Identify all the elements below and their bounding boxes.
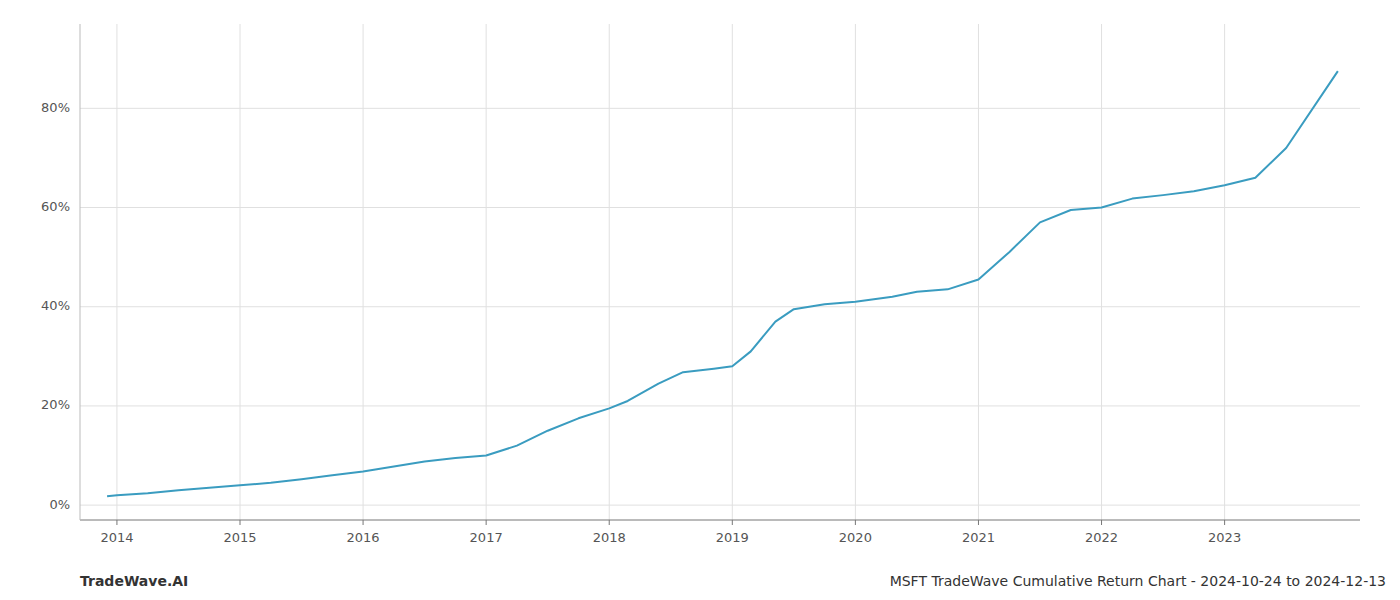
x-tick [1224, 520, 1225, 525]
watermark: TradeWave.AI [80, 573, 188, 589]
x-tick [363, 520, 364, 525]
x-tick [855, 520, 856, 525]
y-grid-line [80, 505, 1360, 506]
y-axis-line [80, 24, 81, 520]
title: MSFT TradeWave Cumulative Return Chart -… [890, 573, 1386, 589]
x-tick [732, 520, 733, 525]
x-tick [240, 520, 241, 525]
x-grid-line [1224, 24, 1225, 520]
x-tick-label: 2022 [1085, 530, 1118, 545]
x-tick [116, 520, 117, 525]
y-grid-line [80, 405, 1360, 406]
x-tick-label: 2021 [962, 530, 995, 545]
y-tick-label: 60% [41, 199, 70, 214]
x-tick-label: 2018 [593, 530, 626, 545]
y-grid-line [80, 306, 1360, 307]
axes: 0% 20% 40% 60% 80% 2014 2015 2016 2017 2018 2019 20… [41, 24, 1360, 545]
x-axis-line [80, 520, 1360, 521]
y-tick-label: 80% [41, 100, 70, 115]
x-tick-label: 2015 [223, 530, 256, 545]
y-tick-label: 40% [41, 298, 70, 313]
x-tick-label: 2017 [470, 530, 503, 545]
x-grid-line [855, 24, 856, 520]
x-grid-line [240, 24, 241, 520]
x-grid-line [609, 24, 610, 520]
x-tick-label: 2020 [839, 530, 872, 545]
x-tick-label: 2016 [347, 530, 380, 545]
data-line [107, 71, 1338, 496]
x-tick-label: 2019 [716, 530, 749, 545]
plot-area [107, 71, 1338, 496]
grid [80, 24, 1360, 520]
x-tick-label: 2023 [1208, 530, 1241, 545]
x-grid-line [978, 24, 979, 520]
y-grid-line [80, 207, 1360, 208]
x-tick [1101, 520, 1102, 525]
x-grid-line [1101, 24, 1102, 520]
y-tick-label: 0% [49, 497, 70, 512]
y-grid-line [80, 108, 1360, 109]
x-grid-line [486, 24, 487, 520]
x-tick [609, 520, 610, 525]
chart: 0% 20% 40% 60% 80% 2014 2015 2016 2017 2018 2019 20… [0, 0, 1400, 600]
x-grid-line [363, 24, 364, 520]
x-grid-line [732, 24, 733, 520]
x-grid-line [116, 24, 117, 520]
x-tick [486, 520, 487, 525]
x-tick-label: 2014 [100, 530, 133, 545]
x-tick [978, 520, 979, 525]
y-tick-label: 20% [41, 397, 70, 412]
